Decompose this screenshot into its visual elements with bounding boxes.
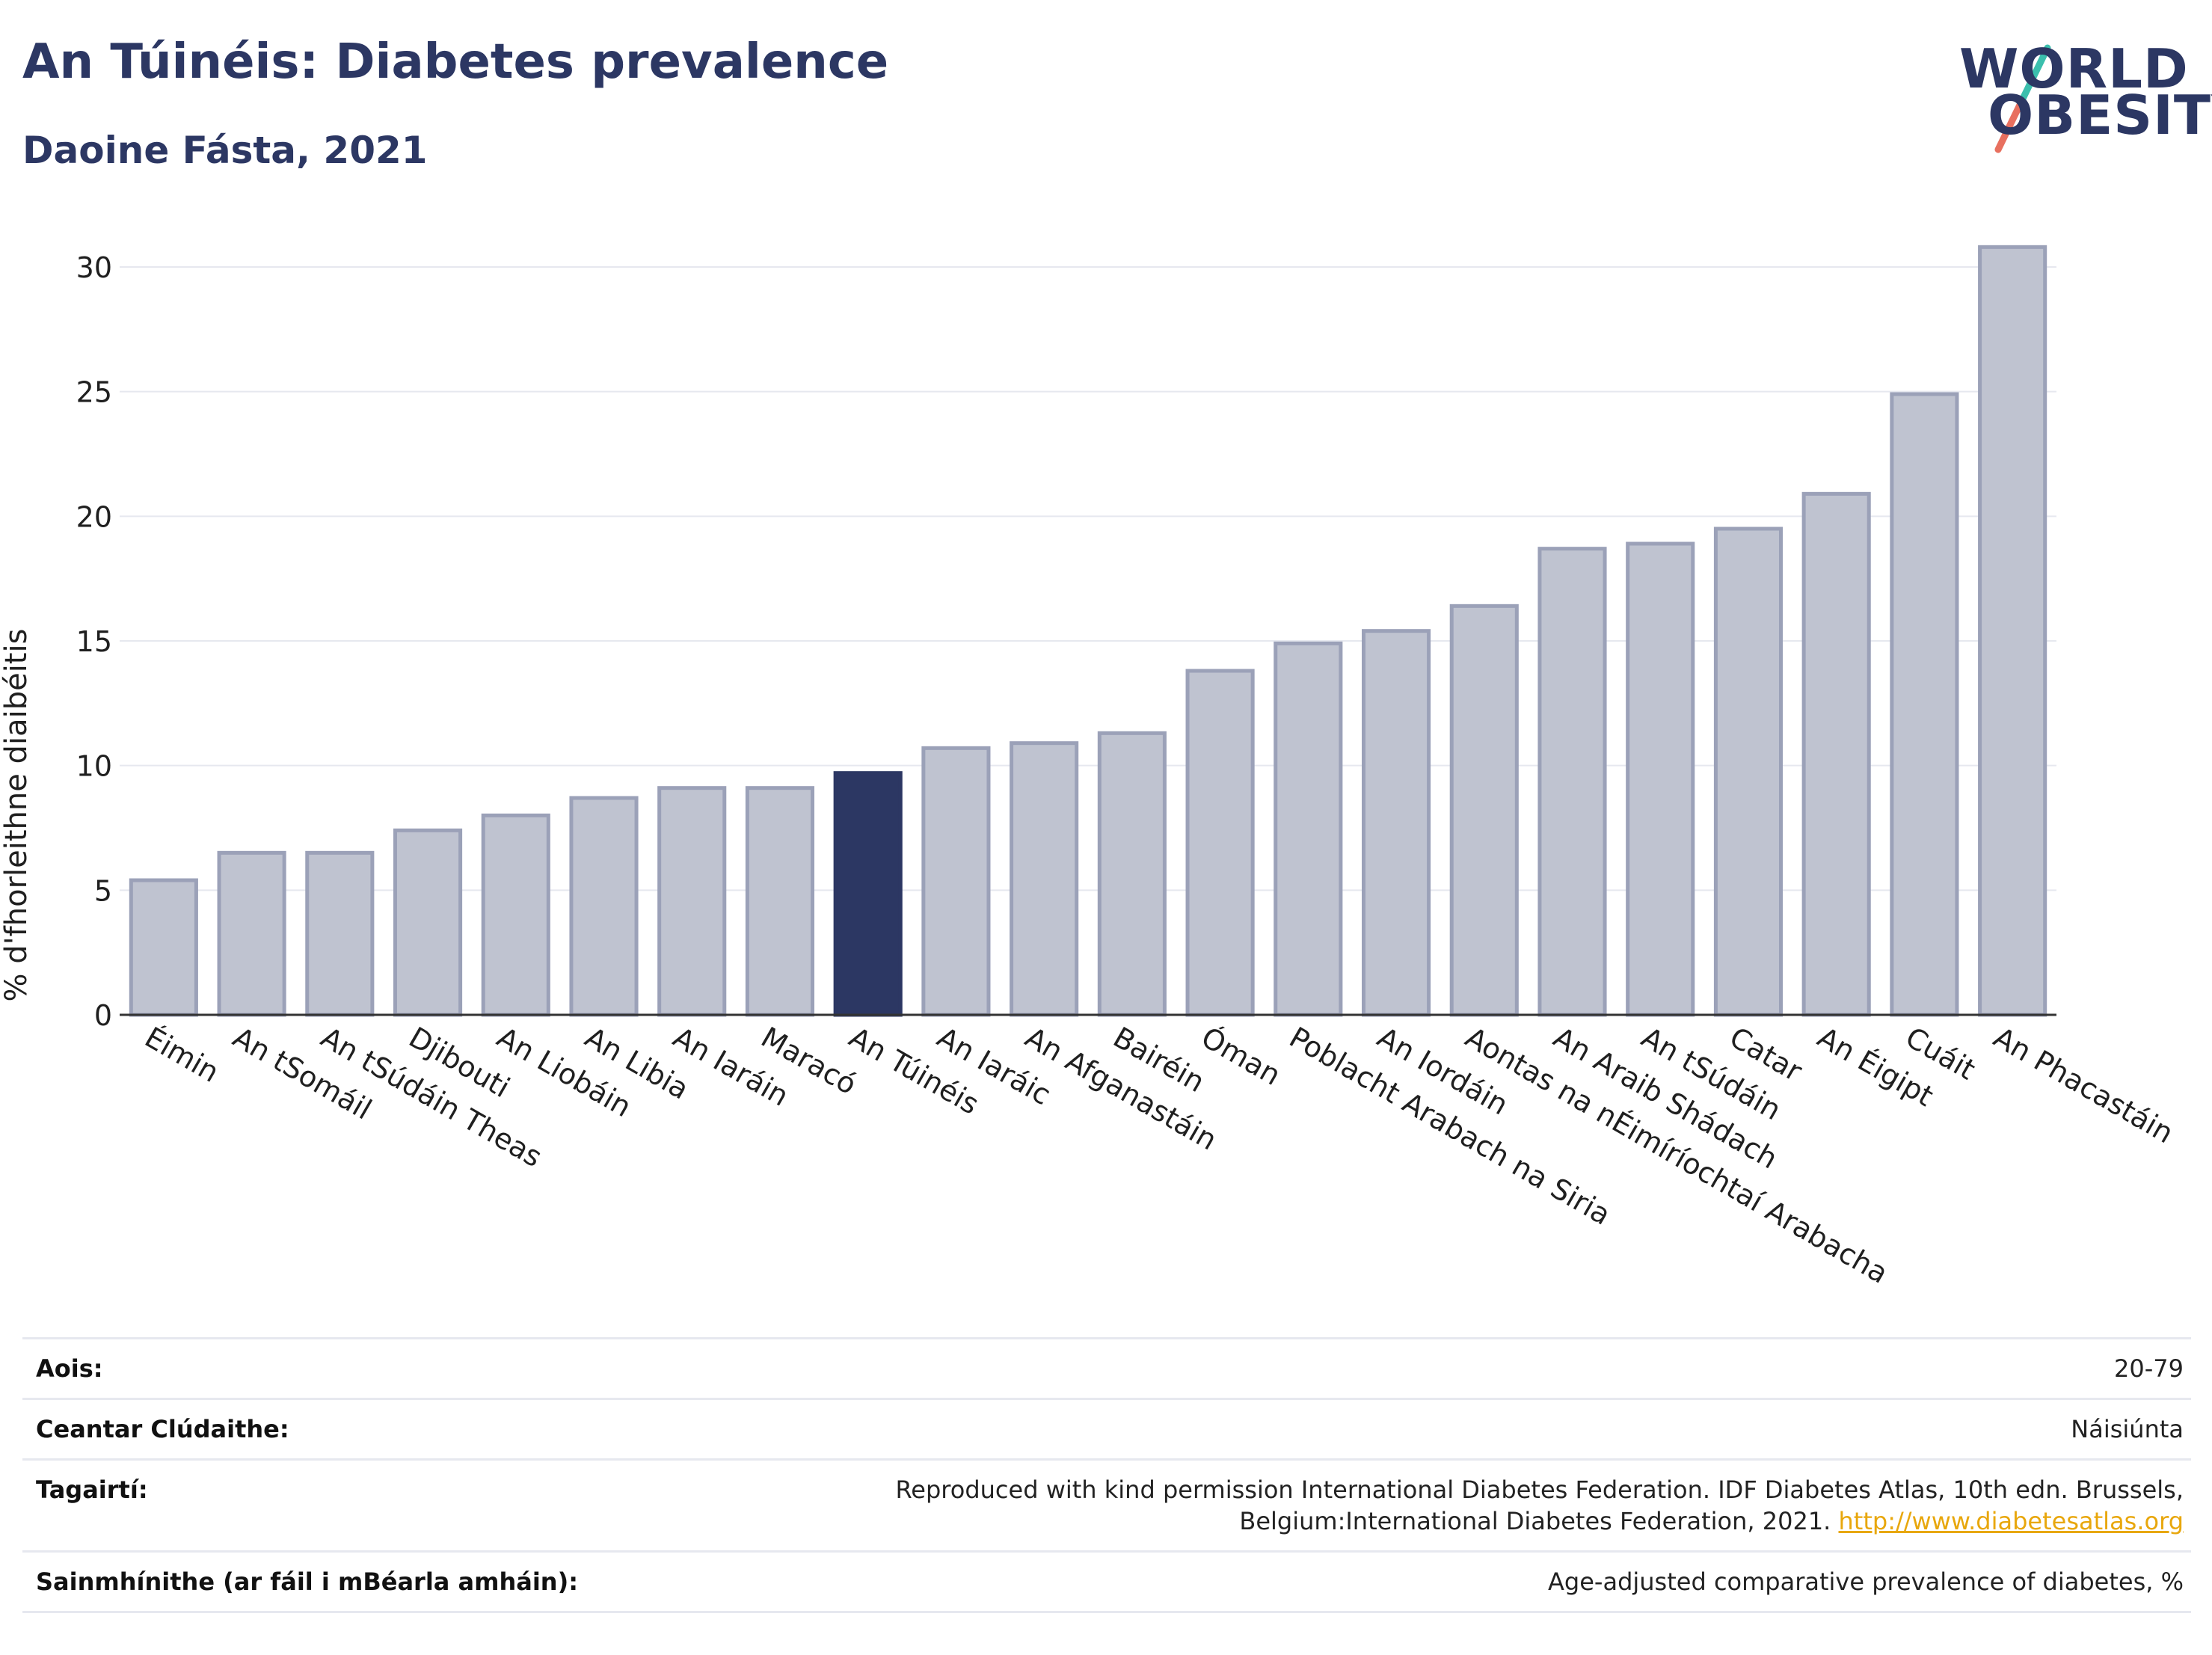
y-tick-label: 20 (76, 500, 112, 533)
bar (921, 746, 991, 1017)
y-tick-label: 10 (76, 750, 112, 783)
meta-def-value: Age-adjusted comparative prevalence of d… (1548, 1568, 2184, 1596)
bar (1010, 741, 1079, 1017)
bar (1449, 604, 1519, 1017)
logo-slash-icon (1994, 44, 2051, 153)
chart-title: An Túinéis: Diabetes prevalence (22, 34, 889, 90)
bar (1361, 629, 1431, 1017)
bar (833, 771, 903, 1017)
meta-ref-text: Reproduced with kind permission Internat… (895, 1476, 2184, 1535)
bar (1274, 641, 1343, 1017)
x-tick-label: An Phacastáin (1988, 1021, 2179, 1150)
y-tick-label: 25 (76, 376, 112, 409)
x-tick-label: Óman (1196, 1021, 1286, 1092)
x-tick-label: Éimin (139, 1021, 224, 1089)
diabetes-atlas-link[interactable]: http://www.diabetesatlas.org (1838, 1507, 2184, 1535)
meta-ref-value: Reproduced with kind permission Internat… (688, 1474, 2184, 1537)
bar (1626, 541, 1695, 1017)
bar (1185, 669, 1255, 1017)
bar (305, 850, 375, 1017)
logo-text-obesity: OBESITY (1988, 84, 2212, 147)
metadata-table: Aois: 20-79 Ceantar Clúdaithe: Náisiúnta… (22, 1337, 2191, 1613)
y-tick-label: 5 (94, 874, 112, 907)
bar (1801, 491, 1871, 1017)
bar (217, 850, 286, 1017)
bar (657, 786, 727, 1017)
logo-text-world: WORLD (1959, 37, 2189, 100)
y-tick-label: 30 (76, 251, 112, 284)
bar (745, 786, 815, 1017)
bar (569, 796, 639, 1017)
world-obesity-logo: WORLD OBESITY (1944, 30, 2212, 165)
meta-row-definition: Sainmhínithe (ar fáil i mBéarla amháin):… (22, 1550, 2191, 1613)
meta-row-references: Tagairtí: Reproduced with kind permissio… (22, 1458, 2191, 1550)
meta-def-label: Sainmhínithe (ar fáil i mBéarla amháin): (36, 1568, 578, 1596)
meta-row-area: Ceantar Clúdaithe: Náisiúnta (22, 1398, 2191, 1458)
chart-subtitle: Daoine Fásta, 2021 (22, 129, 428, 172)
meta-age-label: Aois: (36, 1354, 103, 1383)
bar (393, 828, 463, 1017)
bar (1890, 392, 1959, 1017)
bar (1097, 731, 1167, 1017)
meta-age-value: 20-79 (2114, 1354, 2184, 1383)
meta-area-label: Ceantar Clúdaithe: (36, 1415, 289, 1443)
y-tick-label: 0 (94, 999, 112, 1032)
meta-ref-label: Tagairtí: (36, 1476, 148, 1504)
meta-row-age: Aois: 20-79 (22, 1337, 2191, 1398)
bar (1537, 547, 1607, 1017)
bar (1978, 245, 2047, 1017)
bar (129, 878, 198, 1017)
meta-area-value: Náisiúnta (2071, 1415, 2184, 1443)
y-tick-label: 15 (76, 625, 112, 658)
bar (481, 813, 550, 1017)
bar (1713, 526, 1784, 1017)
